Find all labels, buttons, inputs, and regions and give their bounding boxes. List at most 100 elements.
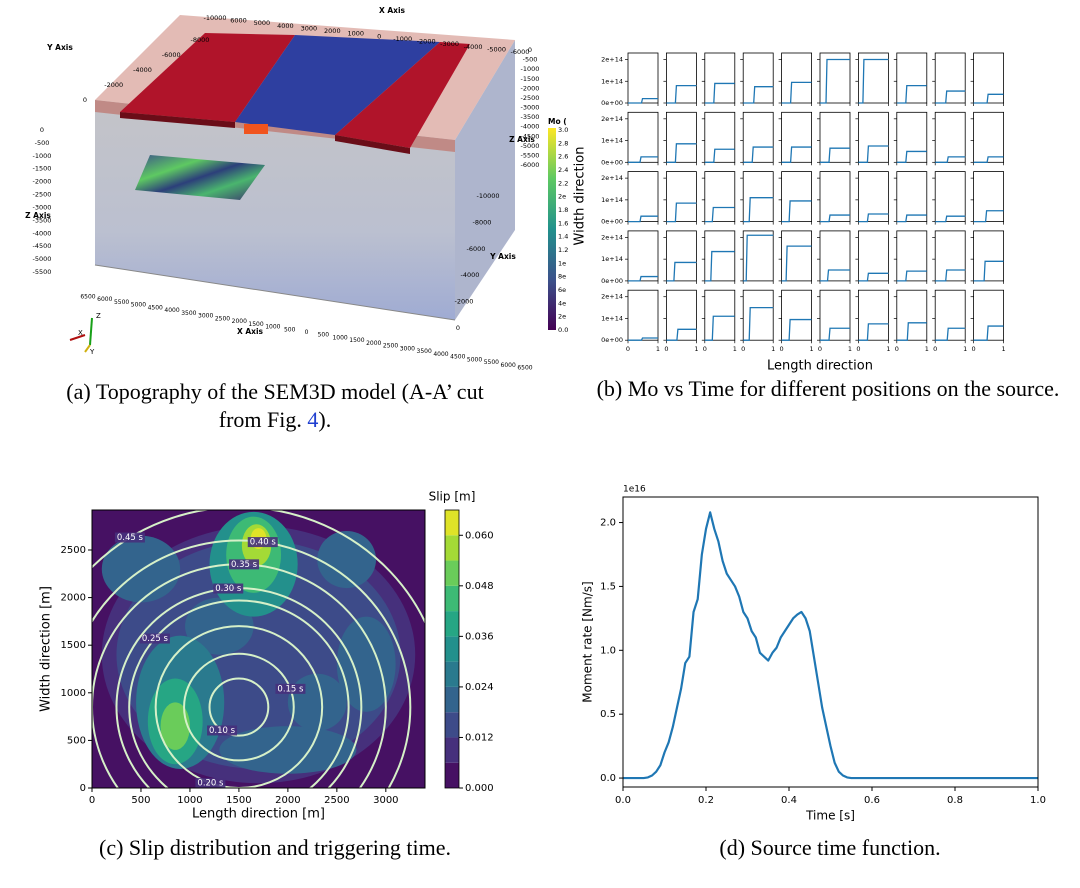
x-tick-label: 0 [780,345,784,353]
axis-tick-label: -5500 [33,268,52,276]
axis-tick-label: 2500 [383,343,398,350]
y-tick-label: 2e+14 [601,233,623,241]
x-tick-label: 1 [886,345,890,353]
colorbar-band [445,636,459,662]
axis-tick-label: 0 [40,126,44,134]
y-tick-label: 1000 [61,688,86,699]
axis-tick-label: -10000 [476,192,499,200]
contour-label-gap [229,559,260,570]
axis-tick-label: -4500 [521,132,540,140]
axis-tick-label: 1000 [265,324,280,331]
cell-frame [934,289,966,341]
axis-tick-label: 5000 [131,302,146,309]
caption-text: ). [318,407,332,432]
moment-step [704,206,735,223]
moment-step [743,306,774,341]
figure-ref[interactable]: 4 [307,407,319,432]
axis-title: Y Axis [489,252,516,261]
cell-frame [742,289,774,341]
moment-step [781,318,812,341]
cell-frame [819,230,851,282]
offset-label: 1e16 [623,485,646,495]
y-tick-label: 2e+14 [601,56,623,64]
x-tick-label: 500 [131,795,150,806]
y-tick-label: 500 [67,735,86,746]
cell-frame [819,289,851,341]
axis-tick-label: 5000 [254,19,271,27]
cell-frame [858,289,889,341]
cell-frame [666,289,697,341]
caption: (c) Slip distribution and triggering tim… [99,835,451,860]
y-tick-label: 0e+00 [601,218,623,226]
axis-tick-label: -4500 [33,242,52,250]
cell-frame [704,111,736,163]
y-tick-label: 0e+00 [601,99,623,107]
cell-frame [858,171,889,223]
x-tick-label: 1 [848,345,852,353]
colorbar-label: 2e [558,193,566,201]
colorbar-band [445,560,459,586]
cell-frame [973,289,1004,341]
axis-tick-label: -1000 [33,152,52,160]
contour-label-gap [195,778,226,788]
y-tick-label: 2.0 [600,518,616,529]
moment-step [935,327,966,341]
contour-plot: 0.10 s 0.15 s 0.20 s 0.25 s 0.30 s 0.35 s 0.40… [92,510,425,788]
cell-frame [973,111,1004,163]
cell-frame [973,230,1004,282]
cell-frame [742,111,774,163]
moment-step [820,58,850,104]
x-tick-label: 1.0 [1030,795,1046,806]
moment-step [973,325,1004,341]
red-strip [335,42,470,148]
y-tick-label: 0.0 [600,773,616,784]
colorbar-tick-label: 0.036 [465,631,494,642]
colorbar-band [445,686,459,713]
contour-label-gap [247,537,278,548]
colorbar-tick-label: 0.012 [465,732,494,743]
colorbar-label: 1.4 [558,233,568,241]
colorbar-label: 0.0 [558,326,568,334]
cell-frame [973,171,1004,223]
axis-tick-label: -10000 [203,14,226,22]
rupture-contour [128,599,350,788]
axis-tick-label: -8000 [473,218,492,226]
orient-x [69,334,86,341]
moment-step [935,269,966,282]
x-tick-label: 3000 [373,795,398,806]
axis-tick-label: 4000 [164,307,179,314]
colorbar-title: Mo ( [548,117,567,126]
cell-frame [781,111,812,163]
cell-frame [781,52,812,104]
y-tick-label: 1e+14 [601,314,623,322]
axis-tick-label: -2000 [33,178,52,186]
colorbar-tick-label: 0.060 [465,530,494,541]
cell-frame [896,230,928,282]
x-tick-label: 1 [1002,345,1006,353]
y-axis-label: Width direction [573,147,588,246]
axis-tick-label: 3500 [417,348,432,355]
moment-step [781,81,812,104]
cell-frame [896,52,928,104]
y-tick-label: 1e+14 [601,255,623,263]
cell-frame [896,171,928,223]
moment-step [743,197,774,223]
y-tick-label: 0 [80,783,86,794]
axis-tick-label: -3500 [521,113,540,121]
moment-step [781,245,812,282]
moment-step [858,213,889,223]
axis-tick-label: -4000 [133,66,152,74]
colorbar-label: 2.4 [558,166,568,174]
colorbar-label: 1.2 [558,246,568,254]
moment-step [666,328,697,341]
x-tick-label: 0 [933,345,937,353]
axis-tick-label: -6000 [162,51,181,59]
x-tick-label: 0 [664,345,668,353]
axis-tick-label: -6000 [521,161,540,169]
axis-tick-label: 2500 [215,315,230,322]
red-strip [120,33,295,122]
moment-step [743,234,774,282]
red-strip-edge [335,135,410,154]
colorbar-band [445,535,459,561]
